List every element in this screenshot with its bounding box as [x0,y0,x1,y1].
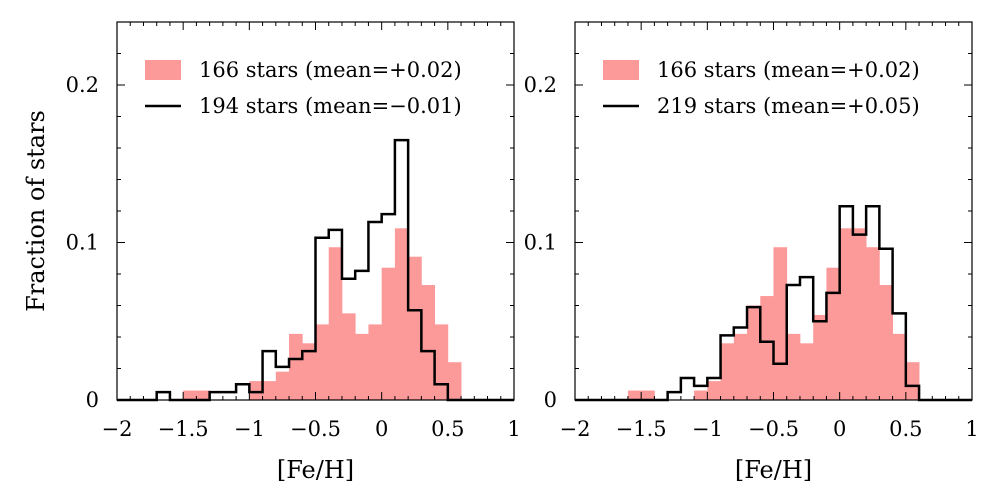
histogram-bar [302,343,316,400]
x-tick-label: −2 [560,417,591,441]
histogram-bar [760,296,774,400]
y-tick-label: 0 [86,388,99,412]
panel-2: −2 −1.5 −1 −0.5 0 0.5 1 0 0.1 0.2 [Fe/H] 166 stars … [524,21,979,484]
step-histogram-line [575,205,972,402]
histogram-bar [786,333,801,400]
x-tick-label: −2 [102,417,133,441]
histogram-bar [381,267,396,400]
histogram-bar [627,390,642,400]
histogram-bar [315,324,330,400]
x-tick-label: −1 [692,417,723,441]
y-tick-label: 0 [544,388,557,412]
histogram-bar [328,247,343,400]
histogram-bar [799,343,814,400]
legend: 166 stars (mean=+0.02) 219 stars (mean=+0… [603,58,920,118]
x-tick-label: −1.5 [616,417,667,441]
x-tick-label: −1.5 [158,417,209,441]
histogram-bar [879,285,893,400]
legend-entry: 194 stars (mean=−0.01) [199,94,462,118]
series-2 [575,205,972,402]
histogram-bar [641,390,655,400]
histogram-bar [852,228,867,400]
legend-entry: 219 stars (mean=+0.05) [657,94,920,118]
panel-1: −2 −1.5 −1 −0.5 0 0.5 1 0 0.1 0.2 [Fe/H] Fraction o… [22,21,521,484]
x-tick-label: 1 [965,417,978,441]
histogram-bar [408,256,422,400]
legend: 166 stars (mean=+0.02) 194 stars (mean=−0… [145,58,462,118]
histogram-bar [773,247,788,400]
x-tick-label: 0 [833,417,846,441]
x-tick-label: −0.5 [290,417,341,441]
histogram-bar [262,381,277,400]
histogram-bar [839,228,854,400]
histogram-bar [341,313,356,400]
histogram-bar [733,333,748,400]
histogram-bar [394,228,409,400]
histogram-bar [421,285,435,400]
histogram-bar [694,390,708,400]
histogram-bar [275,371,290,400]
histogram-bar [183,390,197,400]
histogram-bar [249,381,263,400]
histogram-bar [892,333,907,400]
histogram-bar [289,333,303,400]
y-tick-label: 0.1 [66,231,99,255]
series-1 [183,228,462,400]
y-axis-label: Fraction of stars [22,110,50,312]
histogram-bar [434,324,449,400]
x-tick-label: 0.5 [431,417,464,441]
series-1 [627,228,920,400]
histogram-bar [355,333,369,400]
legend-entry: 166 stars (mean=+0.02) [199,58,462,82]
histogram-bar [813,314,827,400]
histogram-bar [447,362,462,400]
legend-entry: 166 stars (mean=+0.02) [657,58,920,82]
histogram-bar [747,305,761,400]
histogram-bar [707,381,721,400]
x-tick-label: 0.5 [889,417,922,441]
x-tick-label: 1 [507,417,520,441]
legend-swatch-filled [603,60,639,80]
histogram-bar [720,343,735,400]
legend-swatch-filled [145,60,181,80]
x-axis-label: [Fe/H] [277,456,354,484]
histogram-bar [866,247,880,400]
y-tick-label: 0.1 [524,231,557,255]
y-tick-label: 0.2 [66,73,99,97]
histogram-bar [196,390,211,400]
x-axis-label: [Fe/H] [735,456,812,484]
x-tick-label: −0.5 [748,417,799,441]
histogram-bar [826,267,841,400]
histogram-bar [905,362,920,400]
x-tick-label: 0 [375,417,388,441]
y-tick-label: 0.2 [524,73,557,97]
histogram-bar [368,324,383,400]
x-tick-label: −1 [234,417,265,441]
